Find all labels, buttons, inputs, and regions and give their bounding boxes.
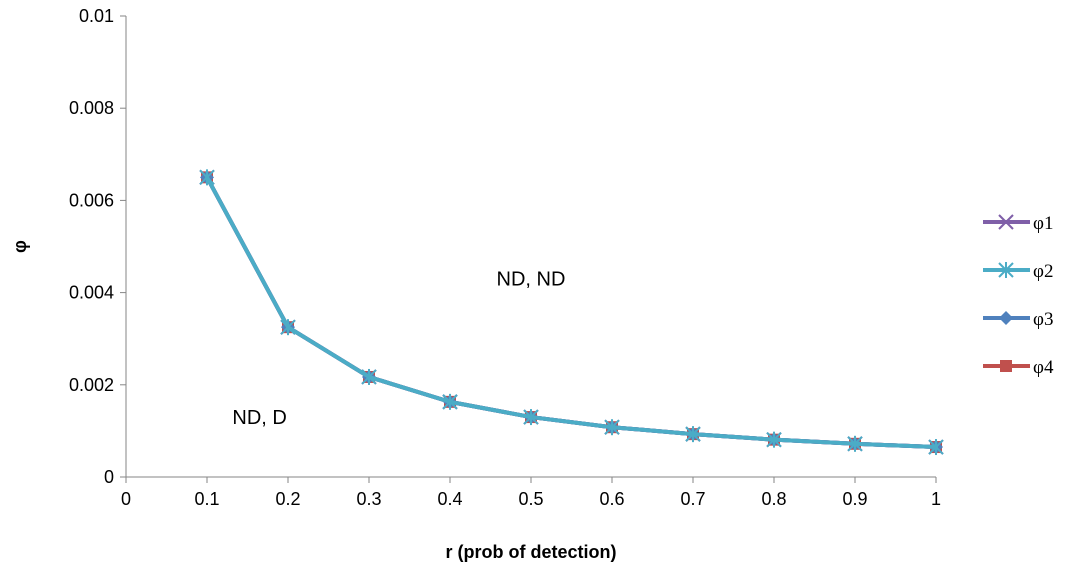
y-tick-label: 0 (104, 467, 114, 487)
series-1 (199, 169, 944, 455)
data-point (604, 419, 620, 436)
series-group (199, 169, 944, 456)
x-tick-label: 0.9 (842, 489, 867, 509)
legend-item: φ2 (983, 261, 1053, 282)
legend-marker (998, 262, 1014, 278)
y-tick-label: 0.002 (69, 375, 114, 395)
data-point (442, 393, 458, 410)
data-point (280, 319, 296, 336)
data-point (199, 169, 215, 186)
legend-label: φ2 (1033, 261, 1053, 282)
x-tick-label: 1 (931, 489, 941, 509)
y-tick-label: 0.008 (69, 98, 114, 118)
y-ticks: 0 0.002 0.004 0.006 0.008 0.01 (69, 6, 126, 487)
region-label: ND, D (232, 407, 286, 429)
legend-label: φ4 (1033, 357, 1054, 378)
legend-item: φ1 (983, 213, 1053, 234)
series-line (205, 175, 938, 450)
legend-marker (1000, 360, 1012, 372)
x-tick-label: 0.5 (518, 489, 543, 509)
data-point (685, 426, 701, 443)
x-tick-label: 0 (121, 489, 131, 509)
legend-item: φ4 (983, 357, 1054, 378)
series-4 (201, 171, 942, 454)
data-point (361, 368, 377, 385)
legend-item: φ3 (983, 309, 1053, 330)
data-point (928, 439, 944, 456)
data-point (523, 409, 539, 426)
legend-marker (998, 214, 1014, 230)
series-3 (200, 170, 943, 455)
x-tick-label: 0.8 (761, 489, 786, 509)
x-tick-label: 0.1 (194, 489, 219, 509)
x-tick-label: 0.7 (680, 489, 705, 509)
x-tick-label: 0.3 (356, 489, 381, 509)
x-axis-title: r (prob of detection) (446, 542, 617, 562)
y-tick-label: 0.004 (69, 283, 114, 303)
region-label: ND, ND (497, 269, 566, 291)
series-line (205, 175, 938, 450)
legend-label: φ3 (1033, 309, 1053, 330)
x-tick-label: 0.4 (437, 489, 462, 509)
legend-label: φ1 (1033, 213, 1053, 234)
annotations: ND, ND ND, D (232, 269, 565, 429)
x-tick-label: 0.6 (599, 489, 624, 509)
legend: φ1 φ2 φ3 φ4 (983, 213, 1054, 378)
series-line (205, 175, 938, 450)
y-tick-label: 0.01 (79, 6, 114, 26)
x-tick-label: 0.2 (275, 489, 300, 509)
data-point (766, 431, 782, 448)
x-ticks: 0 0.1 0.2 0.3 0.4 0.5 0.6 0.7 0.8 0.9 1 (121, 477, 941, 509)
y-axis-title: φ (10, 240, 30, 253)
series-line (205, 175, 938, 450)
data-point (847, 435, 863, 452)
series-2 (199, 169, 944, 456)
y-tick-label: 0.006 (69, 190, 114, 210)
legend-marker (999, 311, 1013, 325)
